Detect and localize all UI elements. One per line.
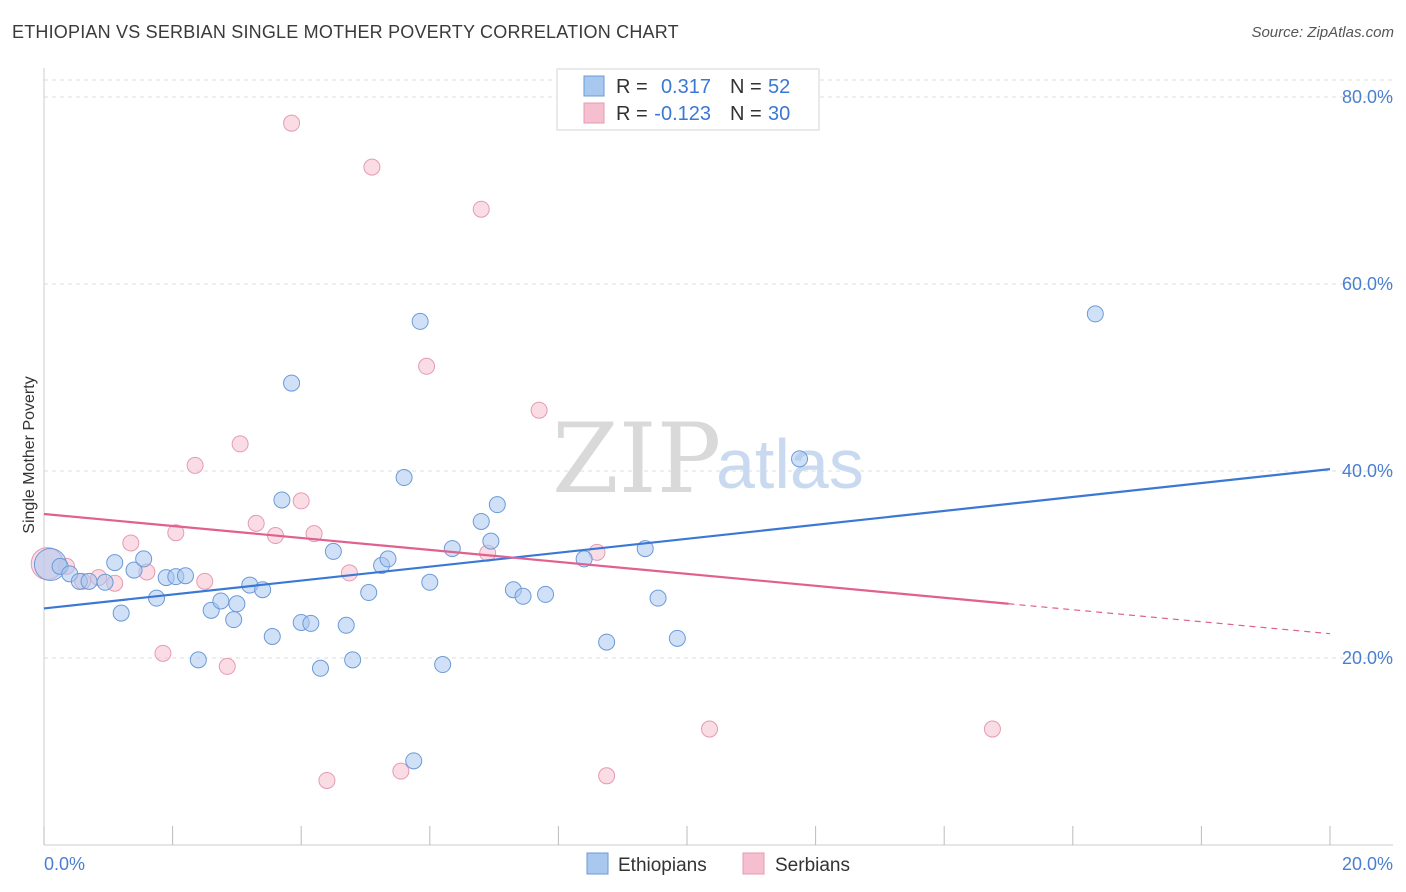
legend-swatch-ethiopians — [583, 75, 605, 97]
ethiopians-point — [598, 633, 616, 651]
ethiopians-point — [135, 550, 153, 568]
ethiopians-point — [344, 651, 362, 669]
serbians-point — [530, 401, 548, 419]
legend-box: R = 0.317 N = 52 R = -0.123 N = 30 — [556, 68, 820, 131]
ethiopians-series — [33, 305, 1104, 770]
ethiopians-point — [668, 629, 686, 647]
watermark: ZIP atlas — [552, 403, 864, 515]
ethiopians-point — [96, 573, 114, 591]
ethiopians-point — [488, 496, 506, 514]
serbians-point — [318, 771, 336, 789]
axes — [43, 68, 1393, 846]
ethiopians-point — [225, 611, 243, 629]
watermark-atlas: atlas — [716, 425, 864, 503]
ethiopians-point — [791, 450, 809, 468]
ethiopians-point — [360, 584, 378, 602]
ethiopians-point — [482, 532, 500, 550]
x-tick-label-max: 20.0% — [1342, 854, 1393, 874]
serbians-trend-line-extension — [1008, 603, 1331, 635]
serbians-point — [247, 514, 265, 532]
ethiopians-point — [1086, 305, 1104, 323]
serbians-point — [598, 767, 616, 785]
ethiopians-point — [649, 589, 667, 607]
legend-swatch-serbians — [583, 102, 605, 124]
serbians-point — [283, 114, 301, 132]
x-tick-label-min: 0.0% — [44, 854, 85, 874]
serbians-point — [292, 492, 310, 510]
serbians-point — [231, 435, 249, 453]
legend-n-label-serbians: N = — [730, 103, 762, 125]
y-axis-label: Single Mother Poverty — [21, 376, 38, 533]
legend-r-label-ethiopians: R = — [616, 76, 648, 98]
legend-n-label-ethiopians: N = — [730, 76, 762, 98]
serbians-point — [392, 762, 410, 780]
ethiopians-point — [337, 616, 355, 634]
serbians-point — [186, 456, 204, 474]
ethiopians-point — [434, 656, 452, 674]
ethiopians-point — [421, 573, 439, 591]
ethiopians-point — [514, 587, 532, 605]
serbians-point — [218, 657, 236, 675]
bottom-legend-ethiopians: Ethiopians — [618, 855, 707, 876]
y-tick-label-80: 80.0% — [1342, 87, 1393, 107]
ethiopians-point — [212, 592, 230, 610]
ethiopians-point — [106, 554, 124, 572]
ethiopians-point — [379, 550, 397, 568]
ethiopians-point — [405, 752, 423, 770]
chart-title: ETHIOPIAN VS SERBIAN SINGLE MOTHER POVER… — [12, 22, 679, 42]
ethiopians-point — [189, 651, 207, 669]
ethiopians-trend-line — [43, 468, 1331, 610]
serbians-point — [983, 720, 1001, 738]
bottom-legend-serbians: Serbians — [775, 855, 850, 876]
serbians-point — [418, 357, 436, 375]
ethiopians-point — [283, 374, 301, 392]
y-tick-labels: 20.0% 40.0% 60.0% 80.0% — [1342, 87, 1393, 668]
bottom-legend: Ethiopians Serbians — [586, 852, 850, 876]
serbians-point — [196, 572, 214, 590]
y-tick-label-20: 20.0% — [1342, 648, 1393, 668]
watermark-zip: ZIP — [552, 403, 721, 515]
ethiopians-point — [324, 542, 342, 560]
ethiopians-point — [112, 604, 130, 622]
trend-lines — [43, 468, 1331, 635]
ethiopians-point — [228, 595, 246, 613]
ethiopians-point — [395, 469, 413, 487]
serbians-point — [701, 720, 719, 738]
legend-r-value-ethiopians: 0.317 — [661, 76, 711, 98]
serbians-point — [122, 534, 140, 552]
serbians-point — [340, 564, 358, 582]
ethiopians-point — [80, 572, 98, 590]
ethiopians-point — [263, 627, 281, 645]
legend-r-label-serbians: R = — [616, 103, 648, 125]
legend-r-value-serbians: -0.123 — [654, 103, 711, 125]
source-label: Source: ZipAtlas.com — [1251, 24, 1394, 41]
legend-n-value-ethiopians: 52 — [768, 76, 790, 98]
ethiopians-point — [411, 312, 429, 330]
serbians-point — [305, 525, 323, 543]
bottom-legend-swatch-ethiopians — [586, 852, 609, 875]
ethiopians-point — [311, 659, 329, 677]
y-tick-label-40: 40.0% — [1342, 461, 1393, 481]
bottom-legend-swatch-serbians — [742, 852, 765, 875]
grid-lines — [44, 79, 1393, 659]
legend-n-value-serbians: 30 — [768, 103, 790, 125]
ethiopians-point — [443, 540, 461, 558]
serbians-point — [363, 158, 381, 176]
ethiopians-point — [148, 589, 166, 607]
ethiopians-point — [273, 491, 291, 509]
ethiopians-point — [302, 614, 320, 632]
serbians-point — [472, 200, 490, 218]
serbians-point — [154, 644, 172, 662]
ethiopians-point — [537, 585, 555, 603]
ethiopians-point — [125, 561, 143, 579]
serbians-trend-line — [43, 512, 1009, 605]
y-tick-label-60: 60.0% — [1342, 274, 1393, 294]
ethiopians-point — [176, 567, 194, 585]
ethiopians-point — [472, 512, 490, 530]
serbians-point — [167, 524, 185, 542]
